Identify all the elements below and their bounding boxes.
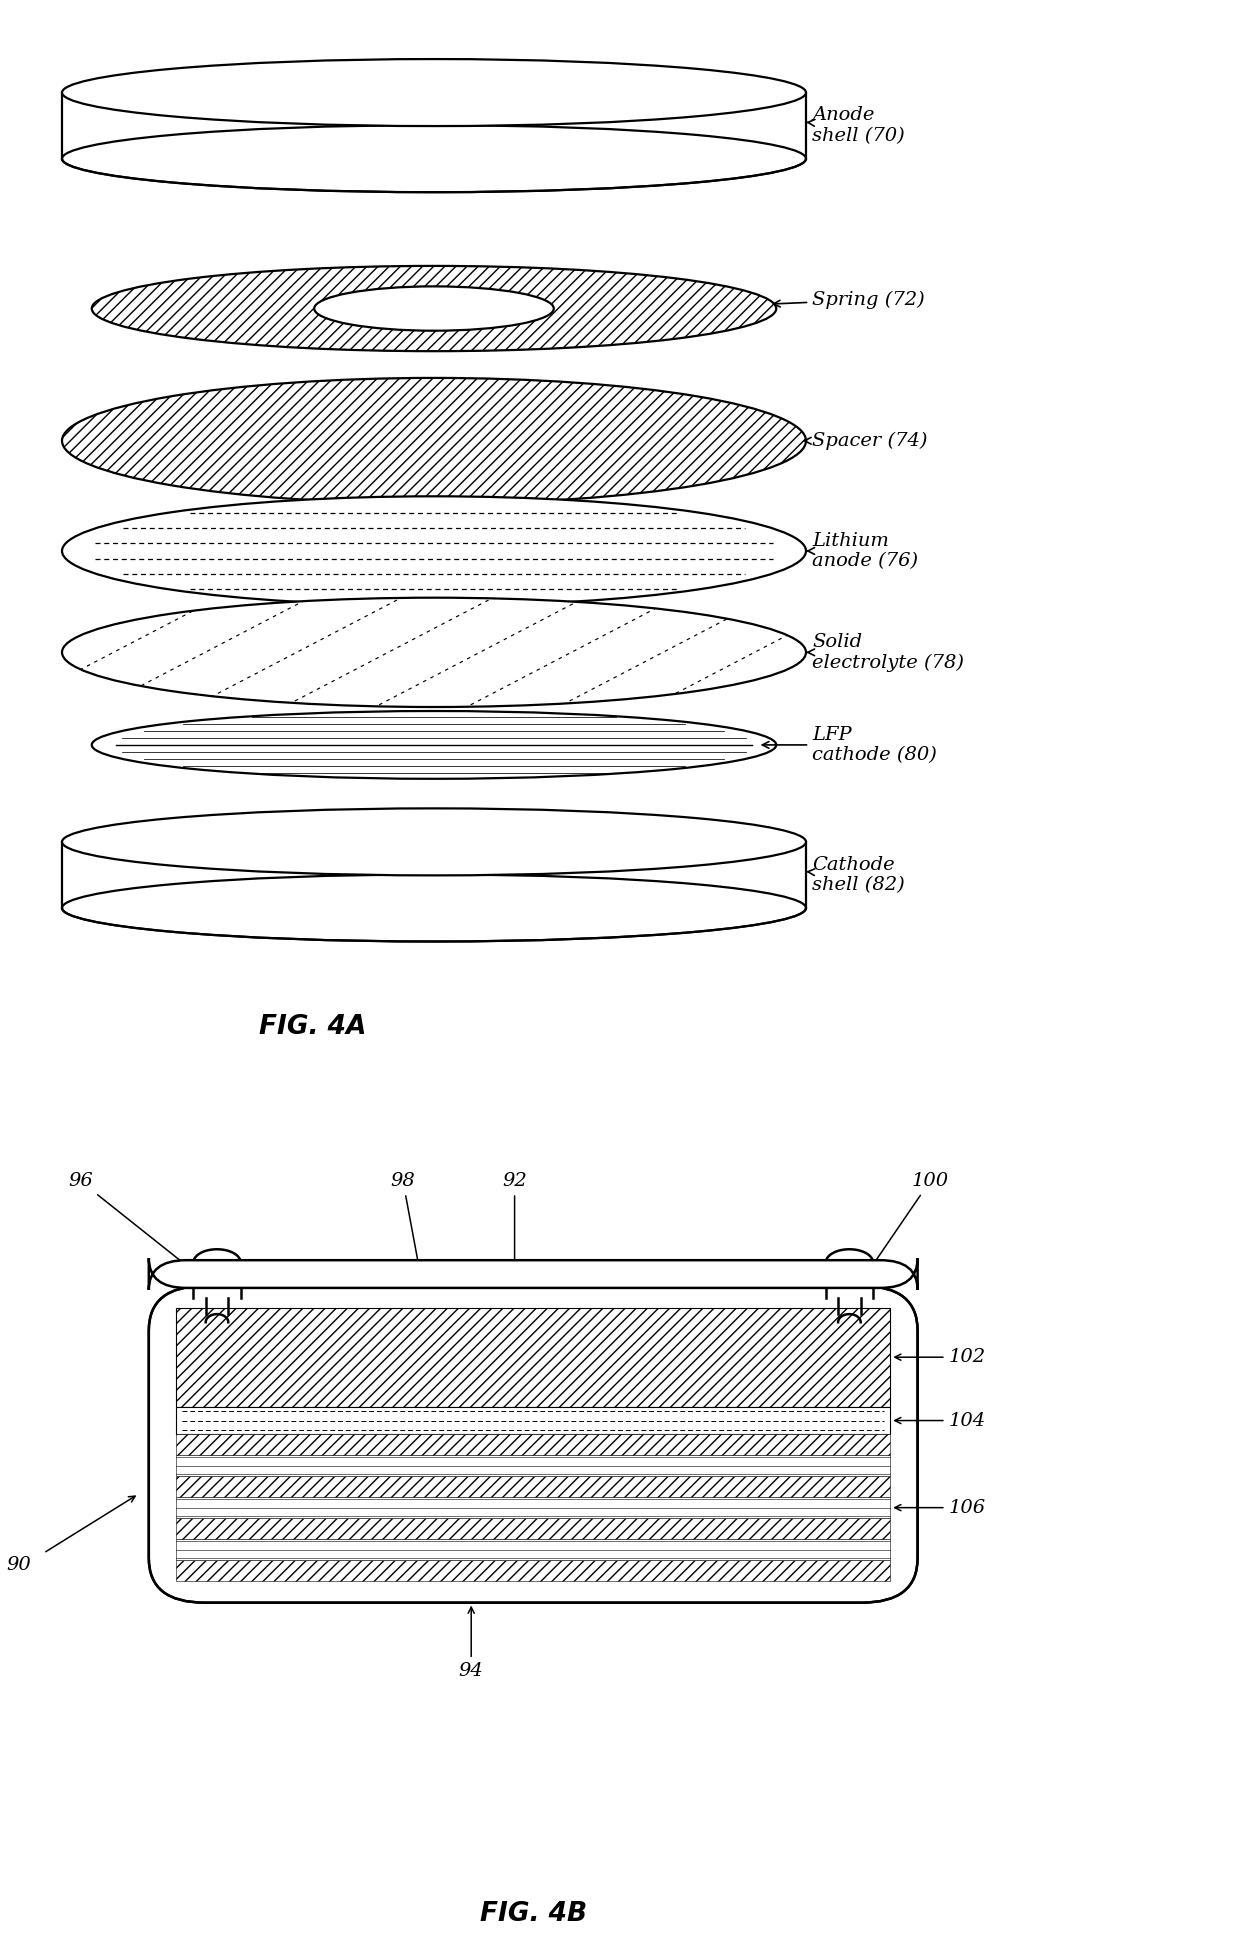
Ellipse shape — [92, 711, 776, 780]
Text: LFP
cathode (80): LFP cathode (80) — [763, 725, 937, 764]
Ellipse shape — [62, 59, 806, 125]
Polygon shape — [176, 1540, 890, 1559]
Ellipse shape — [314, 286, 554, 331]
Text: 96: 96 — [68, 1171, 200, 1275]
Text: 98: 98 — [391, 1171, 423, 1277]
Text: Spacer (74): Spacer (74) — [805, 431, 928, 451]
Text: 90: 90 — [6, 1555, 31, 1573]
Text: FIG. 4B: FIG. 4B — [480, 1902, 587, 1928]
Polygon shape — [176, 1559, 890, 1581]
Text: 92: 92 — [502, 1171, 527, 1277]
Polygon shape — [176, 1407, 890, 1434]
Polygon shape — [176, 1477, 890, 1497]
Text: 106: 106 — [895, 1499, 986, 1516]
Polygon shape — [62, 92, 806, 159]
Text: Cathode
shell (82): Cathode shell (82) — [806, 856, 905, 895]
Text: 94: 94 — [459, 1606, 484, 1681]
Ellipse shape — [62, 809, 806, 876]
Ellipse shape — [62, 378, 806, 503]
Text: Spring (72): Spring (72) — [774, 290, 925, 310]
Ellipse shape — [62, 597, 806, 707]
Ellipse shape — [62, 874, 806, 942]
Text: FIG. 4A: FIG. 4A — [259, 1015, 366, 1040]
Polygon shape — [176, 1518, 890, 1540]
FancyBboxPatch shape — [149, 1258, 918, 1289]
Text: Lithium
anode (76): Lithium anode (76) — [806, 531, 919, 570]
Text: 102: 102 — [895, 1348, 986, 1365]
Text: Solid
electrolyte (78): Solid electrolyte (78) — [806, 633, 965, 672]
Text: 100: 100 — [866, 1171, 949, 1275]
Text: Anode
shell (70): Anode shell (70) — [806, 106, 905, 145]
Polygon shape — [176, 1434, 890, 1456]
Polygon shape — [62, 842, 806, 907]
Ellipse shape — [62, 496, 806, 605]
Ellipse shape — [62, 125, 806, 192]
Polygon shape — [176, 1456, 890, 1477]
Polygon shape — [176, 1497, 890, 1518]
Polygon shape — [176, 1309, 890, 1407]
FancyBboxPatch shape — [149, 1285, 918, 1602]
Ellipse shape — [92, 266, 776, 351]
Text: 104: 104 — [895, 1412, 986, 1430]
